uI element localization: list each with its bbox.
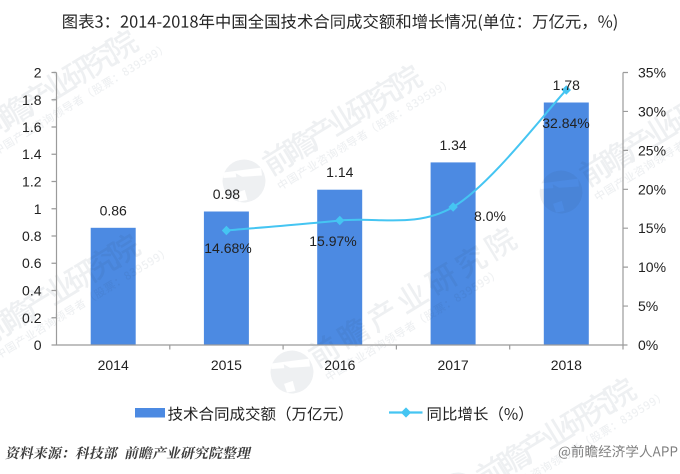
svg-text:2017: 2017: [438, 357, 469, 373]
svg-text:0.4: 0.4: [22, 283, 42, 299]
svg-text:35%: 35%: [638, 65, 666, 81]
svg-text:0.86: 0.86: [100, 202, 127, 218]
svg-text:10%: 10%: [638, 259, 666, 275]
svg-text:1.2: 1.2: [22, 174, 42, 190]
svg-text:14.68%: 14.68%: [204, 240, 251, 256]
svg-text:1: 1: [34, 201, 42, 217]
svg-text:1.14: 1.14: [326, 164, 353, 180]
svg-text:2016: 2016: [324, 357, 355, 373]
svg-text:5%: 5%: [638, 298, 658, 314]
svg-text:1.34: 1.34: [439, 137, 466, 153]
svg-text:0.8: 0.8: [22, 228, 42, 244]
svg-text:8.0%: 8.0%: [474, 208, 506, 224]
svg-text:0: 0: [34, 337, 42, 353]
svg-text:32.84%: 32.84%: [542, 115, 589, 131]
svg-text:25%: 25%: [638, 142, 666, 158]
svg-text:15.97%: 15.97%: [309, 233, 356, 249]
svg-text:30%: 30%: [638, 103, 666, 119]
svg-text:2: 2: [34, 65, 42, 81]
svg-text:2014: 2014: [98, 357, 129, 373]
svg-text:1.6: 1.6: [22, 119, 42, 135]
svg-text:0.2: 0.2: [22, 310, 42, 326]
svg-text:20%: 20%: [638, 181, 666, 197]
svg-text:1.78: 1.78: [553, 77, 580, 93]
svg-text:0%: 0%: [638, 337, 658, 353]
svg-text:2018: 2018: [551, 357, 582, 373]
svg-text:1.4: 1.4: [22, 146, 42, 162]
svg-text:1.8: 1.8: [22, 92, 42, 108]
svg-text:2015: 2015: [211, 357, 242, 373]
svg-text:0.98: 0.98: [213, 186, 240, 202]
svg-text:15%: 15%: [638, 220, 666, 236]
svg-text:0.6: 0.6: [22, 255, 42, 271]
